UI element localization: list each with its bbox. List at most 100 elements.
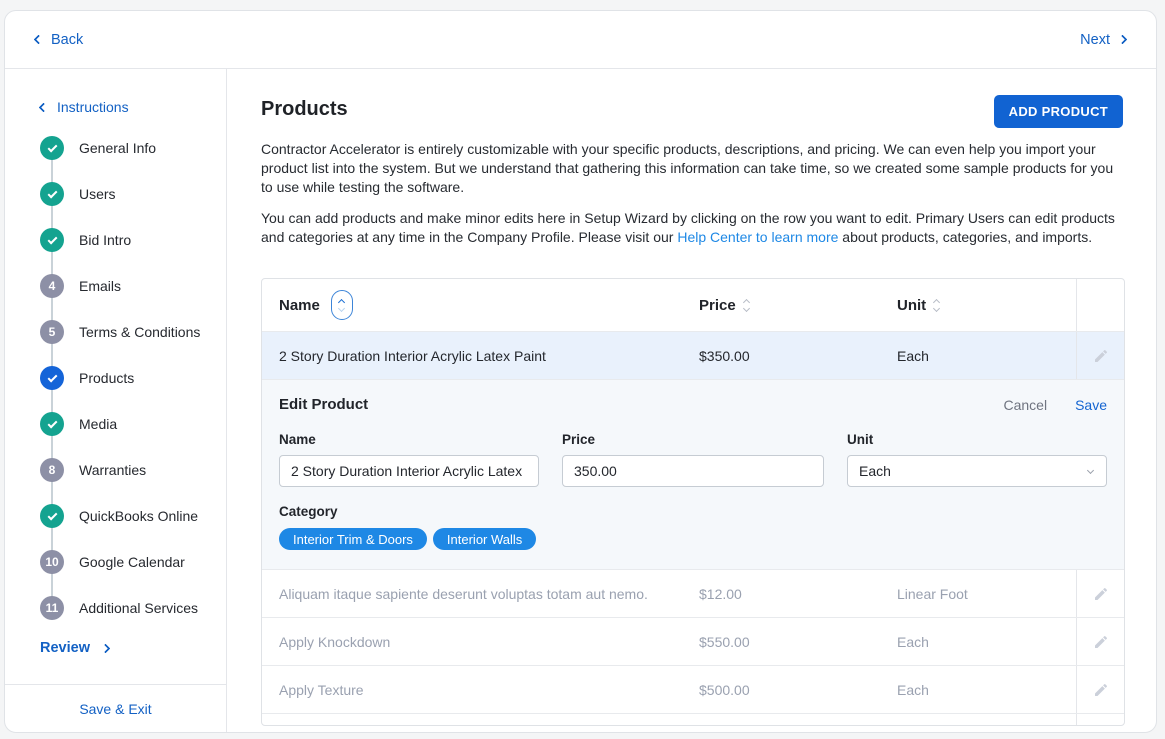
back-button[interactable]: Back (33, 31, 84, 48)
chevron-left-icon (33, 34, 44, 45)
unit-sort-button[interactable] (933, 298, 941, 312)
edit-row-button[interactable] (1076, 332, 1124, 379)
chevron-right-icon (1117, 34, 1128, 45)
sidebar-step[interactable]: 8 Warranties (40, 447, 226, 493)
save-button[interactable]: Save (1075, 396, 1107, 413)
product-name-cell: Apply Texture (279, 681, 364, 698)
step-number: 10 (45, 555, 59, 569)
intro-paragraph-2: You can add products and make minor edit… (261, 209, 1123, 247)
edit-product-panel: Edit Product Cancel Save Name Price (262, 379, 1124, 569)
sidebar-step[interactable]: QuickBooks Online (40, 493, 226, 539)
instructions-link[interactable]: Instructions (5, 69, 226, 115)
sidebar-step[interactable]: Bid Intro (40, 217, 226, 263)
table-header-row: Name Price Unit (262, 279, 1124, 331)
step-status-icon: 4 (40, 274, 64, 298)
product-row[interactable]: Apply Knockdown $550.00 Each (262, 617, 1124, 665)
sidebar-step[interactable]: 5 Terms & Conditions (40, 309, 226, 355)
step-label: Warranties (79, 462, 147, 478)
step-label: Terms & Conditions (79, 324, 201, 340)
product-row[interactable]: Aliquam itaque sapiente deserunt volupta… (262, 569, 1124, 617)
partial-row (262, 713, 1124, 725)
product-name-cell: Aliquam itaque sapiente deserunt volupta… (279, 585, 648, 602)
product-unit-cell: Each (897, 347, 929, 364)
sidebar-step[interactable]: General Info (40, 125, 226, 171)
check-icon (47, 372, 57, 382)
intro-p2-text-after: about products, categories, and imports. (838, 229, 1093, 245)
selected-product-row[interactable]: 2 Story Duration Interior Acrylic Latex … (262, 331, 1124, 379)
unit-header-label: Unit (897, 296, 927, 314)
price-header-label: Price (699, 296, 736, 314)
pencil-icon (1093, 634, 1109, 650)
next-button[interactable]: Next (1080, 31, 1128, 48)
products-main: Products ADD PRODUCT Contractor Accelera… (227, 69, 1156, 732)
step-number: 8 (48, 463, 56, 477)
category-chip[interactable]: Interior Trim & Doors (279, 528, 427, 550)
setup-wizard-card: Back Next Instructions General Info (4, 10, 1157, 733)
review-link[interactable]: Review (40, 640, 226, 656)
save-exit-link[interactable]: Save & Exit (79, 700, 152, 717)
product-name-cell: 2 Story Duration Interior Acrylic Latex … (279, 347, 546, 364)
help-center-link[interactable]: Help Center to learn more (677, 229, 839, 245)
product-row[interactable]: Apply Texture $500.00 Each (262, 665, 1124, 713)
sidebar-step[interactable]: Media (40, 401, 226, 447)
sidebar-step[interactable]: 11 Additional Services (40, 585, 226, 631)
check-icon (47, 418, 57, 428)
step-label: Bid Intro (79, 232, 132, 248)
unit-select[interactable]: Each (847, 455, 1107, 487)
review-label: Review (40, 640, 90, 656)
price-field-label: Price (562, 432, 596, 447)
step-status-icon (40, 412, 64, 436)
sidebar-step[interactable]: 10 Google Calendar (40, 539, 226, 585)
name-header-label: Name (279, 296, 320, 314)
pencil-icon (1093, 348, 1109, 364)
step-status-icon: 11 (40, 596, 64, 620)
edit-row-button[interactable] (1076, 570, 1124, 617)
sidebar-footer: Save & Exit (5, 684, 226, 732)
sidebar-step[interactable]: Users (40, 171, 226, 217)
page-title: Products (261, 98, 348, 120)
unit-header-cell: Unit (897, 279, 1076, 331)
check-icon (47, 142, 57, 152)
pencil-icon (1093, 586, 1109, 602)
name-sort-button[interactable] (330, 290, 353, 320)
product-unit-cell: Linear Foot (897, 585, 968, 602)
back-label: Back (51, 31, 84, 48)
sort-desc-icon (933, 304, 941, 312)
step-label: Google Calendar (79, 554, 185, 570)
step-status-icon (40, 504, 64, 528)
chevron-left-icon (38, 102, 49, 112)
check-icon (47, 234, 57, 244)
sidebar-step[interactable]: 4 Emails (40, 263, 226, 309)
category-chips: Interior Trim & Doors Interior Walls (279, 528, 1107, 550)
cancel-button[interactable]: Cancel (1003, 396, 1048, 413)
name-field-label: Name (279, 432, 316, 447)
category-label: Category (279, 504, 338, 519)
next-label: Next (1080, 31, 1110, 48)
check-icon (47, 188, 57, 198)
products-table: Name Price Unit (261, 278, 1125, 726)
add-product-button[interactable]: ADD PRODUCT (993, 95, 1123, 128)
price-input[interactable] (562, 455, 824, 487)
step-number: 4 (48, 279, 56, 293)
product-price-cell: $500.00 (699, 681, 750, 698)
step-number: 11 (45, 601, 59, 615)
instructions-label: Instructions (57, 99, 129, 115)
edit-product-title: Edit Product (279, 396, 369, 413)
sidebar-step[interactable]: Products (40, 355, 226, 401)
unit-field-label: Unit (847, 432, 874, 447)
step-status-icon: 5 (40, 320, 64, 344)
edit-row-button[interactable] (1076, 618, 1124, 665)
product-name-cell: Apply Knockdown (279, 633, 391, 650)
edit-row-button[interactable] (1076, 666, 1124, 713)
product-price-cell: $12.00 (699, 585, 742, 602)
product-unit-cell: Each (897, 633, 929, 650)
product-price-cell: $350.00 (699, 347, 750, 364)
price-sort-button[interactable] (742, 298, 750, 312)
category-chip[interactable]: Interior Walls (432, 528, 537, 550)
step-number: 5 (48, 325, 56, 339)
name-input[interactable] (279, 455, 539, 487)
step-status-icon (40, 136, 64, 160)
wizard-topbar: Back Next (5, 11, 1156, 69)
product-rows: Aliquam itaque sapiente deserunt volupta… (262, 569, 1124, 713)
check-icon (47, 510, 57, 520)
